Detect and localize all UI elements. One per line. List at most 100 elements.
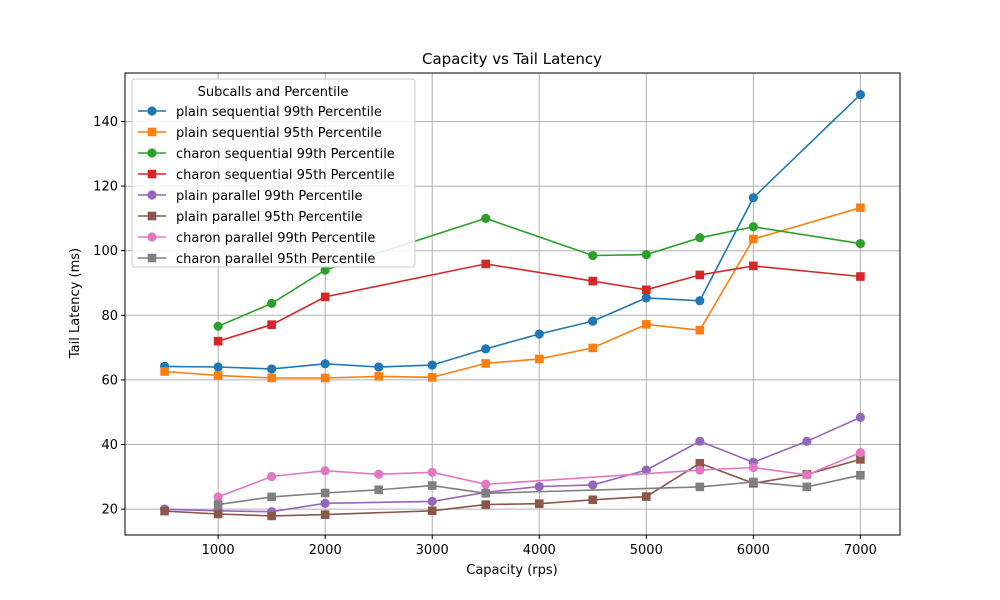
- data-point: [695, 325, 705, 335]
- data-point: [481, 500, 491, 509]
- legend-label: plain parallel 95th Percentile: [176, 210, 362, 225]
- data-point: [427, 481, 437, 490]
- legend-label: plain sequential 95th Percentile: [176, 126, 382, 141]
- data-point: [534, 481, 544, 492]
- data-point: [374, 469, 384, 479]
- y-tick-label: 40: [101, 438, 118, 453]
- y-tick-label: 140: [93, 115, 118, 130]
- legend-entry: charon parallel 99th Percentile: [138, 231, 375, 246]
- data-point: [320, 359, 330, 369]
- data-point: [695, 458, 705, 468]
- data-point: [802, 436, 812, 446]
- data-point: [588, 250, 598, 261]
- grid-layer: [125, 73, 900, 535]
- data-point: [267, 492, 276, 502]
- legend-entry: charon sequential 95th Percentile: [138, 168, 395, 183]
- series-1: [160, 203, 865, 383]
- data-point: [427, 373, 437, 382]
- data-point: [213, 371, 223, 380]
- data-point: [748, 193, 758, 203]
- data-point: [267, 511, 276, 521]
- data-point: [267, 373, 276, 383]
- data-point: [855, 448, 865, 458]
- data-point: [641, 293, 651, 303]
- legend-title: Subcalls and Percentile: [198, 85, 349, 100]
- data-point: [588, 495, 598, 505]
- data-point: [427, 496, 437, 506]
- data-point: [802, 470, 812, 480]
- data-point: [481, 479, 491, 489]
- data-point: [213, 492, 223, 502]
- legend-entry: charon parallel 95th Percentile: [138, 252, 375, 267]
- data-point: [160, 367, 169, 376]
- data-point: [588, 316, 598, 326]
- data-point: [695, 465, 705, 475]
- data-point: [695, 436, 705, 446]
- data-point: [534, 499, 544, 508]
- data-point: [855, 238, 865, 249]
- series-6: [213, 448, 865, 502]
- data-point: [856, 203, 865, 213]
- legend-entry: plain sequential 99th Percentile: [138, 105, 382, 120]
- data-point: [481, 213, 491, 223]
- data-point: [695, 296, 705, 306]
- data-point: [855, 90, 865, 100]
- data-point: [267, 364, 277, 374]
- x-tick-label: 5000: [630, 543, 663, 558]
- legend-swatch-marker: [147, 106, 157, 116]
- data-point: [856, 455, 865, 464]
- legend-entry: plain sequential 95th Percentile: [138, 126, 382, 141]
- data-point: [642, 285, 651, 295]
- y-tick-label: 60: [101, 373, 118, 388]
- data-point: [641, 465, 651, 475]
- series-2: [213, 213, 865, 331]
- data-point: [374, 372, 383, 381]
- data-point: [748, 462, 758, 473]
- data-point: [695, 270, 705, 280]
- data-point: [320, 510, 330, 519]
- legend-swatch-marker: [147, 169, 157, 179]
- x-tick-label: 3000: [416, 543, 449, 558]
- chart-title: Capacity vs Tail Latency: [422, 50, 602, 68]
- series-line: [217, 474, 861, 506]
- data-point: [267, 471, 277, 482]
- legend-box: [131, 78, 416, 268]
- data-point: [856, 470, 865, 480]
- x-tick-label: 1000: [202, 543, 235, 558]
- legend-label: charon sequential 99th Percentile: [176, 147, 395, 162]
- data-point: [481, 344, 491, 354]
- legend-swatch-marker: [147, 127, 157, 137]
- data-point: [856, 272, 865, 281]
- legend-swatch-marker: [147, 148, 157, 158]
- legend-label: plain parallel 99th Percentile: [176, 189, 362, 204]
- legend-swatch-marker: [147, 232, 157, 242]
- data-point: [481, 489, 491, 498]
- data-point: [320, 265, 330, 275]
- data-point: [695, 482, 705, 492]
- data-point: [213, 321, 223, 331]
- y-axis-label: Tail Latency (ms): [68, 248, 83, 359]
- data-point: [267, 298, 277, 308]
- legend-swatch-marker: [147, 253, 157, 263]
- series-7: [213, 470, 865, 509]
- legend-entry: plain parallel 95th Percentile: [138, 210, 362, 225]
- y-tick-label: 80: [101, 309, 118, 324]
- data-point: [748, 222, 758, 232]
- data-point: [802, 482, 812, 492]
- legend-label: charon parallel 95th Percentile: [176, 252, 375, 267]
- data-point: [320, 373, 330, 383]
- y-tick-label: 20: [101, 503, 118, 518]
- data-point: [749, 234, 758, 244]
- data-point: [534, 329, 544, 339]
- data-point: [481, 259, 491, 269]
- x-axis-label: Capacity (rps): [466, 563, 557, 578]
- legend-swatch-marker: [147, 211, 157, 221]
- x-tick-label: 7000: [844, 543, 877, 558]
- data-point: [213, 500, 223, 509]
- plot-frame: [124, 72, 901, 536]
- legend-swatch-marker: [147, 190, 157, 200]
- data-point: [427, 360, 437, 370]
- x-tick-label: 6000: [737, 543, 770, 558]
- data-point: [855, 412, 865, 422]
